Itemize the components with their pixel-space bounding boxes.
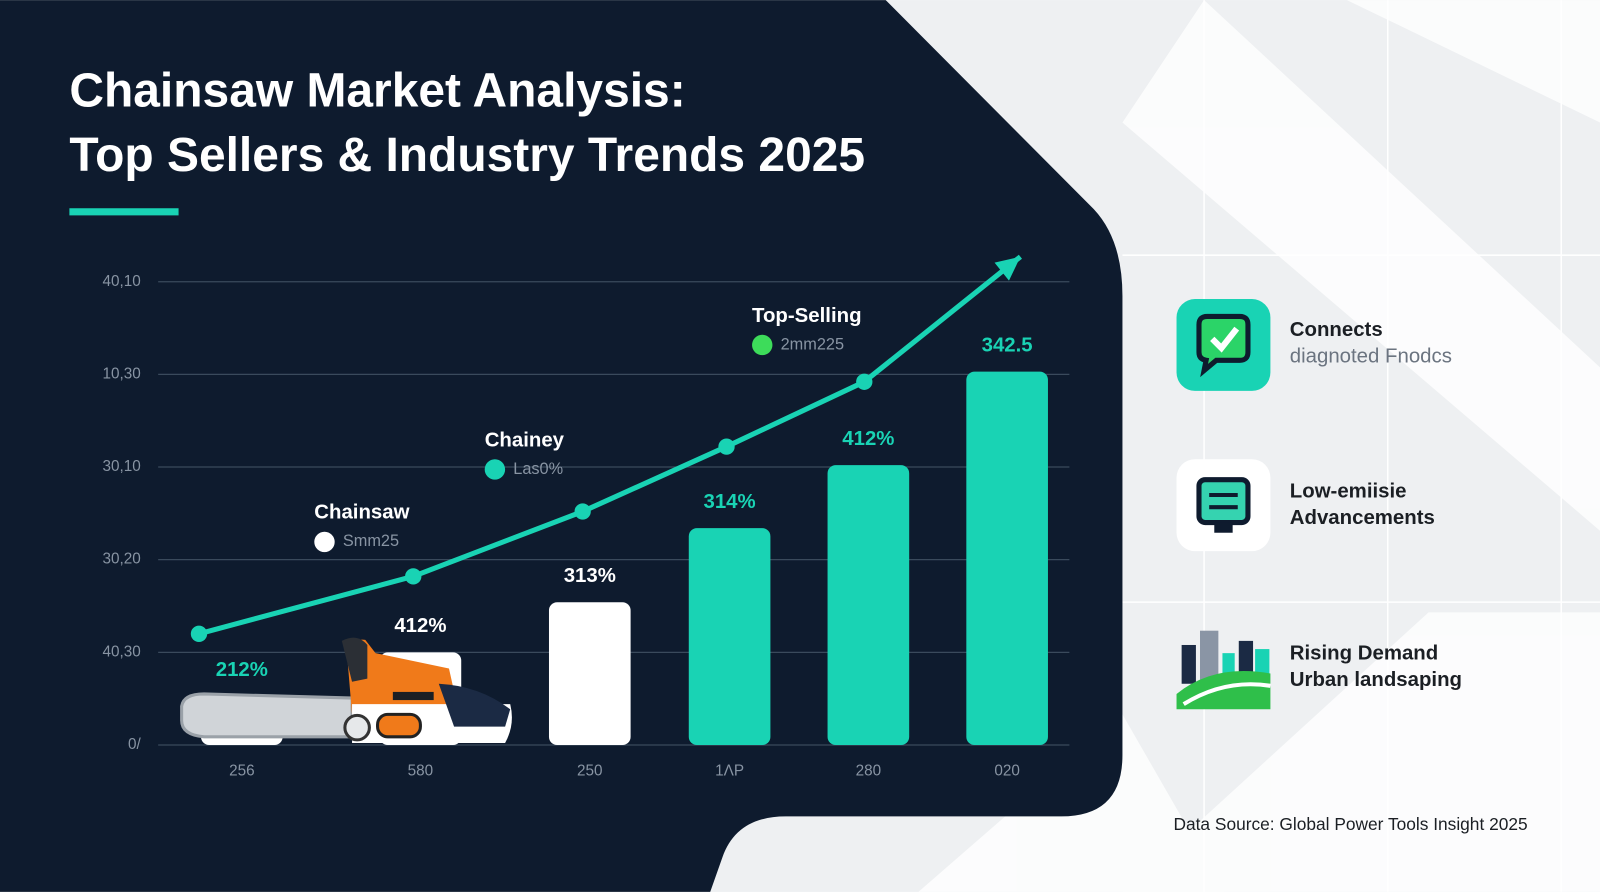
bar [688, 528, 771, 745]
bar-label: 314% [704, 491, 756, 513]
triangle [1122, 612, 1600, 892]
trend-point [405, 568, 422, 585]
feature-text: Advancements [1290, 507, 1435, 529]
trend-arrowhead [994, 256, 1021, 281]
annotation-text: Smm25 [343, 532, 399, 550]
saw-sprocket [343, 713, 371, 742]
feature-title: Rising Demand [1290, 643, 1438, 665]
y-tick-label: 10,30 [103, 365, 141, 382]
trend-line [198, 254, 1023, 637]
y-tick-label: 0/ [128, 736, 142, 753]
saw-rear [438, 683, 511, 727]
y-tick-label: 30,10 [103, 458, 141, 475]
feature-icon-monitor [1196, 477, 1251, 526]
title-underline [69, 208, 179, 216]
bar-label: 212% [216, 659, 268, 681]
annotation-dot [752, 334, 773, 356]
decor-grid [1122, 0, 1600, 892]
bar-label: 412% [394, 615, 446, 637]
trend-point [718, 438, 735, 455]
feature-text: Urban landsaping [1290, 669, 1462, 691]
x-tick-label: 256 [229, 763, 255, 780]
saw-blade [180, 692, 354, 739]
annotation-text: 2mm225 [781, 335, 844, 353]
chainsaw-illustration [180, 637, 512, 743]
trend-line-layer: 212% Chainsaw Smm25 Chainey Las0% Top-Selling… [190, 254, 1023, 681]
annotation-title: Top-Selling [752, 305, 862, 327]
trend-point [190, 625, 208, 642]
data-source: Data Source: Global Power Tools Insight … [1173, 814, 1527, 834]
saw-logo [376, 712, 422, 739]
city-road [1182, 682, 1271, 706]
saw-detail [392, 691, 434, 701]
annotation-title: Chainey [485, 429, 565, 451]
trend-point [574, 503, 591, 520]
y-tick-label: 40,30 [103, 643, 141, 660]
feature-icon-check [1210, 326, 1240, 353]
annotation-dot [314, 531, 335, 553]
bar [827, 465, 910, 745]
y-tick-label: 30,20 [103, 551, 141, 568]
features: Connects diagnoted Fnodcs Low-emiisie Advan… [1176, 299, 1462, 710]
trend-point [856, 373, 873, 390]
x-tick-label: 580 [408, 763, 434, 780]
saw-handle-top [341, 637, 368, 682]
feature-text: diagnoted Fnodcs [1290, 346, 1452, 368]
bar [548, 602, 631, 745]
x-tick-label: 250 [577, 763, 603, 780]
feature-icon-stand [1214, 522, 1233, 533]
annotation-text: Las0% [513, 460, 563, 478]
annotation-dot [484, 459, 506, 480]
chart-subtitle: Top Sellers & Industry Trends 2025 [69, 129, 865, 182]
decor [918, 0, 1600, 892]
feature-title: Low-emiisie [1290, 480, 1407, 502]
annotation-title: Chainsaw [314, 502, 409, 524]
x-tick-label: 020 [994, 763, 1020, 780]
city-block [1181, 644, 1196, 684]
chart-title: Chainsaw Market Analysis: [69, 65, 685, 118]
bar-label: 412% [842, 428, 894, 450]
bar-label: 342.5 [982, 334, 1033, 356]
bar-label: 313% [564, 565, 616, 587]
x-tick-label: 280 [856, 763, 882, 780]
x-tick-label: 1ΛP [715, 763, 744, 780]
feature-title: Connects [1290, 319, 1383, 341]
y-tick-label: 40,10 [103, 273, 141, 290]
city-block [1200, 630, 1219, 684]
triangle [1122, 0, 1600, 531]
city-hill [1176, 671, 1271, 710]
triangle [1122, 0, 1600, 123]
bar [966, 371, 1048, 745]
